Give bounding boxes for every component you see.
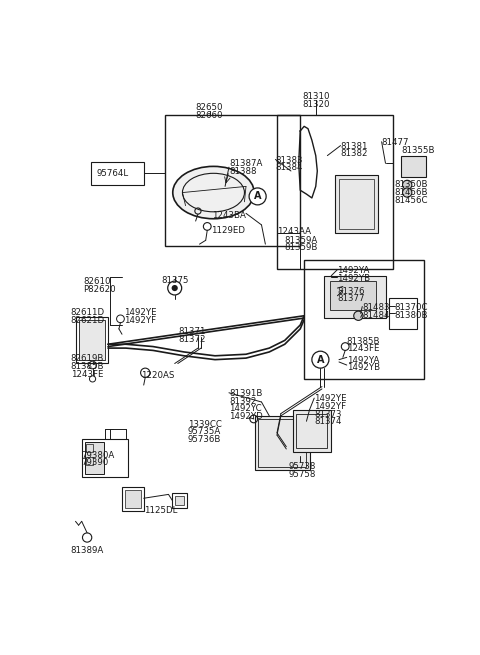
Text: P82620: P82620 bbox=[83, 285, 116, 294]
Bar bbox=[389, 298, 417, 329]
Circle shape bbox=[172, 285, 178, 291]
Text: 1125DL: 1125DL bbox=[144, 506, 177, 515]
Text: 1243AA: 1243AA bbox=[277, 227, 311, 236]
Text: 79380A: 79380A bbox=[82, 451, 115, 460]
Bar bbox=[85, 442, 104, 474]
Text: 95738: 95738 bbox=[288, 462, 316, 471]
Bar bbox=[324, 276, 385, 318]
Text: 81477: 81477 bbox=[382, 138, 409, 147]
Bar bbox=[330, 281, 376, 310]
Text: 1243FE: 1243FE bbox=[347, 345, 379, 353]
Text: 95758: 95758 bbox=[288, 470, 316, 479]
Circle shape bbox=[354, 311, 363, 320]
Text: 1492YE: 1492YE bbox=[314, 394, 347, 403]
Bar bbox=[304, 259, 424, 379]
Text: 79390: 79390 bbox=[82, 458, 109, 467]
Text: 1492YE: 1492YE bbox=[123, 308, 156, 317]
Text: 1339CC: 1339CC bbox=[188, 420, 222, 429]
Text: 82619B: 82619B bbox=[71, 354, 104, 364]
Text: 81381: 81381 bbox=[340, 141, 368, 151]
Ellipse shape bbox=[173, 166, 254, 219]
Text: 81392: 81392 bbox=[229, 397, 256, 405]
Bar bbox=[339, 179, 374, 229]
Text: 1220AS: 1220AS bbox=[142, 371, 175, 380]
Text: 81377: 81377 bbox=[337, 294, 365, 303]
Text: 81484: 81484 bbox=[362, 311, 390, 320]
Text: 95736B: 95736B bbox=[188, 435, 221, 444]
Text: 82611D: 82611D bbox=[71, 308, 105, 317]
Text: 82650: 82650 bbox=[196, 103, 223, 112]
Bar bbox=[172, 493, 187, 508]
Bar bbox=[86, 444, 93, 452]
Text: 81355B: 81355B bbox=[401, 145, 434, 155]
Text: 81371: 81371 bbox=[178, 328, 205, 336]
Bar bbox=[79, 320, 105, 360]
Text: 82610: 82610 bbox=[83, 277, 111, 286]
Text: 1129ED: 1129ED bbox=[211, 227, 245, 235]
Circle shape bbox=[403, 188, 412, 197]
Text: 81391B: 81391B bbox=[229, 389, 263, 398]
Text: 1492YC: 1492YC bbox=[229, 404, 262, 413]
Text: 81310: 81310 bbox=[302, 92, 329, 102]
Text: 81483: 81483 bbox=[362, 303, 390, 312]
Text: 81373: 81373 bbox=[314, 409, 342, 419]
Text: 1243FE: 1243FE bbox=[71, 369, 103, 379]
Text: 81374: 81374 bbox=[314, 417, 342, 426]
Text: 81350B: 81350B bbox=[395, 180, 428, 189]
Text: 82621D: 82621D bbox=[71, 316, 105, 325]
Bar bbox=[86, 457, 93, 465]
Bar bbox=[401, 156, 426, 177]
Text: 1492YB: 1492YB bbox=[337, 274, 371, 283]
Text: 1492YB: 1492YB bbox=[347, 364, 380, 373]
Bar bbox=[82, 439, 128, 477]
Bar bbox=[122, 487, 144, 512]
Bar bbox=[335, 175, 378, 233]
Bar bbox=[165, 115, 300, 246]
Text: 81388: 81388 bbox=[229, 167, 256, 176]
Circle shape bbox=[403, 180, 412, 189]
Circle shape bbox=[312, 351, 329, 368]
Text: 81375: 81375 bbox=[161, 276, 189, 286]
Text: 81370C: 81370C bbox=[395, 303, 428, 312]
Text: 1492YF: 1492YF bbox=[314, 402, 347, 411]
Circle shape bbox=[249, 188, 266, 205]
Text: 81387A: 81387A bbox=[229, 159, 263, 168]
Text: A: A bbox=[317, 354, 324, 365]
Bar bbox=[296, 413, 327, 448]
Text: 1492YD: 1492YD bbox=[229, 412, 263, 421]
Text: 81385B: 81385B bbox=[71, 362, 104, 371]
Text: 81359A: 81359A bbox=[285, 236, 318, 245]
Text: 1492YA: 1492YA bbox=[347, 356, 379, 365]
Text: A: A bbox=[254, 191, 262, 201]
Bar bbox=[175, 496, 184, 505]
Bar bbox=[277, 115, 393, 269]
Bar bbox=[125, 490, 141, 508]
Bar bbox=[91, 162, 144, 185]
Text: 81456C: 81456C bbox=[395, 196, 428, 204]
Text: 81389A: 81389A bbox=[71, 546, 104, 555]
Text: 81382: 81382 bbox=[340, 149, 368, 159]
Text: 81380B: 81380B bbox=[395, 311, 428, 320]
Bar bbox=[255, 416, 310, 470]
Bar bbox=[258, 419, 306, 466]
Text: 1492YF: 1492YF bbox=[123, 316, 156, 325]
Text: 1243BA: 1243BA bbox=[212, 211, 246, 220]
Text: 81456B: 81456B bbox=[395, 188, 428, 197]
Text: 95764L: 95764L bbox=[96, 170, 129, 178]
Text: 81320: 81320 bbox=[302, 100, 329, 109]
Text: 81359B: 81359B bbox=[285, 244, 318, 252]
Text: 1492YA: 1492YA bbox=[337, 267, 370, 276]
Text: 81383: 81383 bbox=[276, 156, 303, 164]
Bar bbox=[75, 317, 108, 364]
Text: 95735A: 95735A bbox=[188, 428, 221, 436]
Text: 81376: 81376 bbox=[337, 286, 365, 295]
Text: 82660: 82660 bbox=[196, 111, 223, 120]
Bar bbox=[292, 409, 331, 452]
Text: 81385B: 81385B bbox=[347, 337, 380, 346]
Text: 81372: 81372 bbox=[178, 335, 205, 344]
Text: 81384: 81384 bbox=[276, 163, 303, 172]
